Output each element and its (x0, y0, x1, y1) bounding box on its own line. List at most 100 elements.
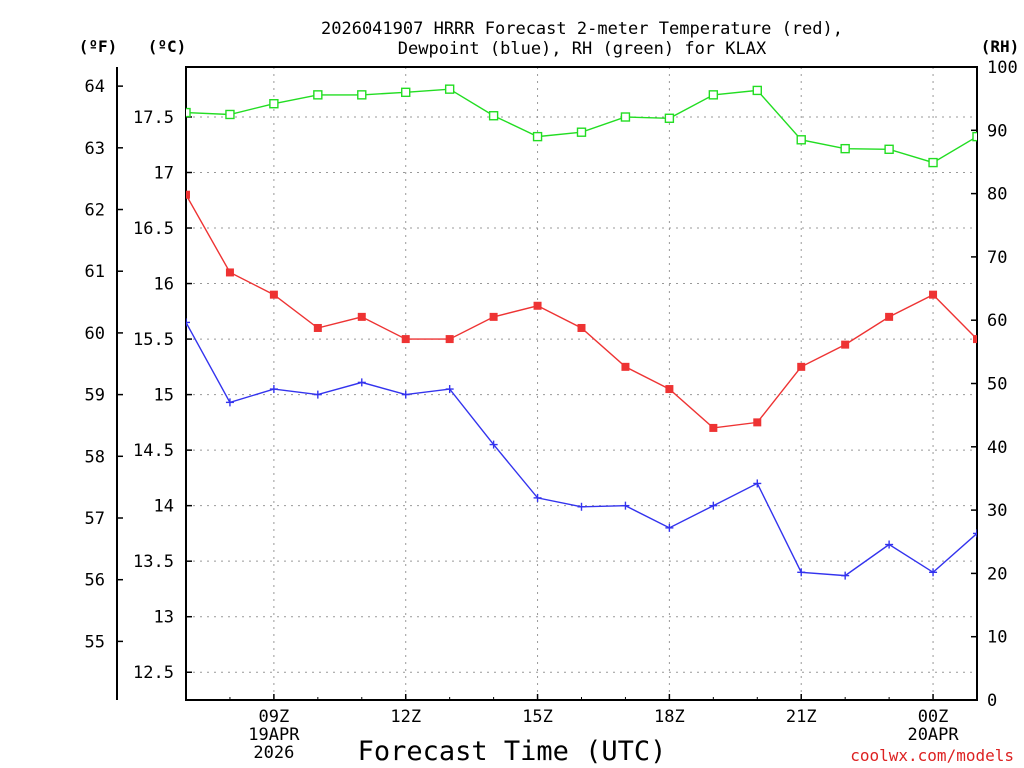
rh-tick-label: 30 (987, 501, 1007, 521)
rh-tick-label: 70 (987, 248, 1007, 268)
chart-title-line1: 2026041907 HRRR Forecast 2-meter Tempera… (321, 19, 843, 39)
temperature-point (973, 335, 977, 344)
fahrenheit-tick-label: 56 (85, 571, 105, 591)
rh-point (225, 109, 235, 120)
series-rh (186, 84, 977, 168)
dewpoint-point (577, 502, 586, 511)
fahrenheit-tick-label: 57 (85, 509, 105, 529)
celsius-tick-label: 17 (154, 164, 174, 184)
dewpoint-point (709, 501, 718, 510)
time-tick-label: 09Z (259, 707, 290, 727)
celsius-tick-label: 15 (154, 386, 174, 406)
rh-point (401, 87, 411, 98)
time-tick-date: 19APR (248, 725, 300, 745)
rh-point (884, 144, 894, 154)
temperature-point (225, 268, 234, 277)
temperature-point (401, 335, 410, 344)
temperature-point (885, 312, 894, 321)
rh-point (972, 131, 977, 142)
time-tick-label: 00Z (918, 707, 949, 727)
rh-tick-label: 90 (987, 121, 1007, 141)
rh-tick-label: 50 (987, 375, 1007, 395)
fahrenheit-tick-label: 58 (85, 447, 105, 467)
celsius-tick-label: 16 (154, 275, 174, 295)
rh-point (313, 90, 323, 100)
rh-point (928, 157, 938, 168)
plot-border (185, 66, 978, 701)
rh-axis: 0 10 20 30 40 50 60 70 80 90 100 (971, 58, 1018, 711)
dewpoint-point (621, 501, 630, 510)
x-axis-label: Forecast Time (UTC) (358, 736, 667, 767)
celsius-tick-label: 14 (154, 497, 174, 517)
dewpoint-point (797, 568, 806, 577)
temperature-point (841, 340, 850, 349)
time-tick-date: 20APR (907, 725, 959, 745)
rh-point (532, 131, 543, 142)
rh-point (576, 127, 587, 137)
dewpoint-point (445, 385, 454, 394)
rh-point (186, 107, 191, 118)
temperature-point (753, 418, 762, 427)
rh-point (708, 90, 719, 100)
fahrenheit-tick-label: 62 (85, 201, 105, 221)
credit-label: coolwx.com/models (850, 746, 1014, 765)
time-tick-label: 15Z (522, 707, 553, 727)
rh-point (840, 143, 850, 154)
temperature-point (313, 323, 322, 332)
fahrenheit-tick-label: 60 (85, 324, 105, 344)
rh-point (796, 135, 806, 145)
temperature-point (445, 335, 454, 344)
temperature-point (665, 385, 674, 394)
celsius-tick-label: 12.5 (133, 663, 174, 683)
rh-tick-label: 10 (987, 628, 1007, 648)
dewpoint-point (401, 390, 410, 399)
fahrenheit-axis: 55 56 57 58 59 60 61 62 63 64 (85, 77, 123, 652)
rh-point (620, 112, 631, 122)
temperature-point (269, 290, 278, 299)
dewpoint-point (269, 385, 278, 394)
time-tick-year: 2026 (253, 743, 294, 763)
dewpoint-point (489, 440, 498, 449)
dewpoint-point (533, 493, 542, 502)
plot-frame (116, 66, 978, 701)
dewpoint-point (665, 523, 674, 532)
fahrenheit-tick-label: 59 (85, 386, 105, 406)
fahrenheit-tick-label: 64 (85, 77, 105, 97)
temperature-point (797, 362, 806, 371)
rh-unit-label: (RH) (981, 37, 1020, 56)
fahrenheit-unit-label: (ºF) (79, 37, 118, 56)
celsius-axis: 12.5 13 13.5 14 14.5 15 15.5 16 16.5 17 17.5 (133, 108, 192, 683)
temperature-point (533, 301, 542, 310)
rh-tick-label: 60 (987, 311, 1007, 331)
temperature-point (186, 190, 190, 199)
dewpoint-point (313, 390, 322, 399)
celsius-tick-label: 17.5 (133, 108, 174, 128)
celsius-tick-label: 16.5 (133, 219, 174, 239)
celsius-tick-label: 13.5 (133, 552, 174, 572)
series-temperature (186, 190, 977, 432)
grid-lines (186, 67, 977, 700)
temperature-point (577, 323, 586, 332)
series-layer (186, 84, 977, 580)
fahrenheit-tick-label: 61 (85, 262, 105, 282)
series-dewpoint (186, 318, 977, 580)
dewpoint-point (186, 318, 190, 327)
temperature-point (357, 312, 366, 321)
rh-point (488, 111, 499, 121)
dewpoint-point (753, 479, 762, 488)
time-tick-label: 18Z (654, 707, 685, 727)
rh-tick-label: 40 (987, 438, 1007, 458)
rh-tick-label: 0 (987, 691, 997, 711)
dewpoint-point (885, 540, 894, 549)
celsius-tick-label: 15.5 (133, 330, 174, 350)
rh-tick-label: 20 (987, 564, 1007, 584)
dewpoint-point (357, 378, 366, 387)
celsius-unit-label: (ºC) (148, 37, 187, 56)
dewpoint-line (186, 322, 977, 577)
rh-point (752, 85, 762, 96)
time-tick-label: 12Z (390, 707, 421, 727)
dewpoint-point (929, 568, 938, 577)
celsius-tick-label: 14.5 (133, 441, 174, 461)
